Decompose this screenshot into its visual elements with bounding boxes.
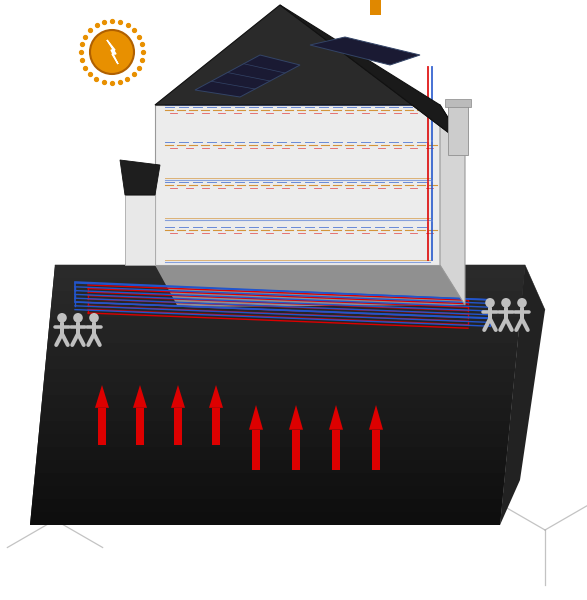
Polygon shape [155,105,440,265]
Polygon shape [133,385,147,408]
Polygon shape [329,405,343,430]
Polygon shape [369,0,380,15]
Polygon shape [36,447,508,460]
Polygon shape [249,405,263,430]
Polygon shape [54,265,525,278]
Bar [445,99,471,107]
Polygon shape [125,195,155,265]
Polygon shape [155,5,465,145]
Polygon shape [332,430,340,470]
Polygon shape [30,265,525,525]
Polygon shape [136,408,144,445]
Circle shape [73,313,83,323]
Polygon shape [155,265,465,307]
Polygon shape [46,343,518,356]
Polygon shape [280,5,465,145]
Bar [448,100,468,155]
Polygon shape [289,405,303,430]
Polygon shape [500,265,545,525]
Polygon shape [369,405,383,430]
Polygon shape [171,385,185,408]
Circle shape [501,298,511,308]
Polygon shape [292,430,300,470]
Polygon shape [212,408,220,445]
Polygon shape [40,408,511,421]
Polygon shape [41,395,512,408]
Polygon shape [120,160,160,195]
Polygon shape [35,460,506,473]
Circle shape [517,298,527,308]
Polygon shape [174,408,182,445]
Circle shape [57,313,67,323]
Polygon shape [44,369,515,382]
Polygon shape [372,430,380,470]
Polygon shape [52,278,524,291]
Polygon shape [55,265,545,312]
Polygon shape [209,385,223,408]
Polygon shape [48,330,519,343]
Polygon shape [107,40,118,64]
Polygon shape [195,55,300,97]
Polygon shape [310,37,420,65]
Polygon shape [440,105,465,305]
Polygon shape [252,430,260,470]
Polygon shape [49,317,520,330]
Polygon shape [32,486,504,499]
Polygon shape [95,385,109,408]
Polygon shape [38,434,509,447]
Polygon shape [42,382,514,395]
Polygon shape [50,304,521,317]
Circle shape [485,298,495,308]
Polygon shape [45,356,516,369]
Polygon shape [155,5,280,105]
Polygon shape [98,408,106,445]
Polygon shape [30,512,501,525]
Circle shape [89,313,99,323]
Polygon shape [31,499,502,512]
Polygon shape [51,291,522,304]
Circle shape [90,30,134,74]
Polygon shape [39,421,510,434]
Polygon shape [33,473,505,486]
